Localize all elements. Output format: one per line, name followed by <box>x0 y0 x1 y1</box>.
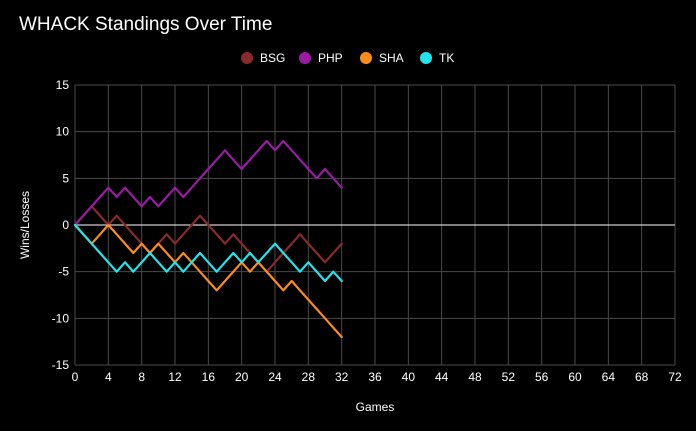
legend-marker-bsg <box>241 52 253 64</box>
legend-marker-tk <box>420 52 432 64</box>
y-tick-label: -5 <box>58 265 69 279</box>
series-line-bsg <box>73 205 343 273</box>
legend-label-bsg: BSG <box>260 51 285 65</box>
x-tick-label: 16 <box>202 370 216 384</box>
x-tick-label: 28 <box>302 370 316 384</box>
y-tick-label: 0 <box>62 218 69 232</box>
x-tick-label: 12 <box>168 370 182 384</box>
y-tick-label: -10 <box>52 311 70 325</box>
series-line-sha <box>73 223 343 339</box>
y-tick-label: 15 <box>56 78 70 92</box>
legend-marker-sha <box>360 52 372 64</box>
x-tick-label: 24 <box>268 370 282 384</box>
legend-label-tk: TK <box>439 51 454 65</box>
x-axis-label: Games <box>356 400 395 414</box>
x-tick-label: 4 <box>105 370 112 384</box>
x-tick-label: 64 <box>602 370 616 384</box>
x-tick-label: 40 <box>402 370 416 384</box>
x-tick-label: 0 <box>72 370 79 384</box>
legend-label-php: PHP <box>318 51 343 65</box>
chart-title: WHACK Standings Over Time <box>19 14 273 35</box>
x-tick-label: 52 <box>502 370 516 384</box>
x-tick-label: 68 <box>635 370 649 384</box>
x-tick-label: 32 <box>335 370 349 384</box>
y-tick-label: 10 <box>56 125 70 139</box>
series-line-tk <box>73 223 343 283</box>
x-tick-label: 72 <box>668 370 682 384</box>
x-tick-label: 20 <box>235 370 249 384</box>
legend-marker-php <box>299 52 311 64</box>
x-tick-label: 56 <box>535 370 549 384</box>
x-tick-label: 48 <box>468 370 482 384</box>
series-line-php <box>73 139 343 227</box>
x-tick-label: 36 <box>368 370 382 384</box>
x-tick-label: 60 <box>568 370 582 384</box>
y-tick-label: 5 <box>62 171 69 185</box>
legend-label-sha: SHA <box>379 51 404 65</box>
y-tick-label: -15 <box>52 358 70 372</box>
x-tick-label: 8 <box>138 370 145 384</box>
y-axis-label: Wins/Losses <box>18 191 32 259</box>
x-tick-label: 44 <box>435 370 449 384</box>
